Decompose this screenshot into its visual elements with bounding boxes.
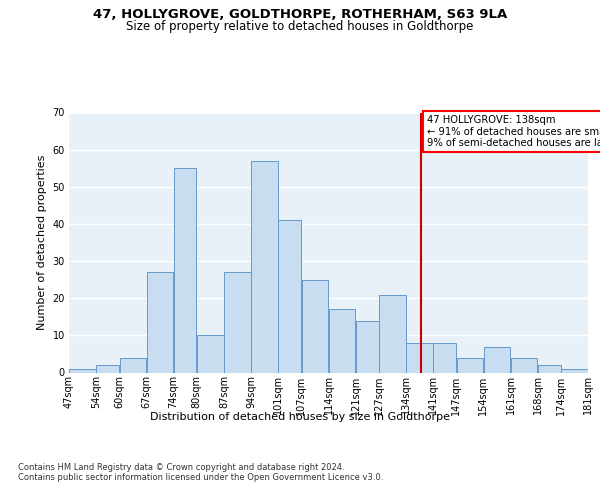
Bar [251,161,278,372]
Bar [484,346,510,372]
Y-axis label: Number of detached properties: Number of detached properties [37,155,47,330]
Bar [379,294,406,372]
Bar [302,280,328,372]
Bar [329,310,355,372]
Bar [120,358,146,372]
Bar [97,365,119,372]
Bar [147,272,173,372]
Text: 47 HOLLYGROVE: 138sqm
← 91% of detached houses are smaller (303)
9% of semi-deta: 47 HOLLYGROVE: 138sqm ← 91% of detached … [427,115,600,148]
Bar [538,365,560,372]
Bar [197,336,224,372]
Bar [561,369,587,372]
Bar [433,343,456,372]
Bar [174,168,196,372]
Bar [224,272,251,372]
Text: Distribution of detached houses by size in Goldthorpe: Distribution of detached houses by size … [150,412,450,422]
Bar [457,358,483,372]
Text: Contains HM Land Registry data © Crown copyright and database right 2024.
Contai: Contains HM Land Registry data © Crown c… [18,462,383,482]
Bar [511,358,537,372]
Text: Size of property relative to detached houses in Goldthorpe: Size of property relative to detached ho… [127,20,473,33]
Text: 47, HOLLYGROVE, GOLDTHORPE, ROTHERHAM, S63 9LA: 47, HOLLYGROVE, GOLDTHORPE, ROTHERHAM, S… [93,8,507,20]
Bar [356,320,379,372]
Bar [278,220,301,372]
Bar [70,369,96,372]
Bar [406,343,433,372]
